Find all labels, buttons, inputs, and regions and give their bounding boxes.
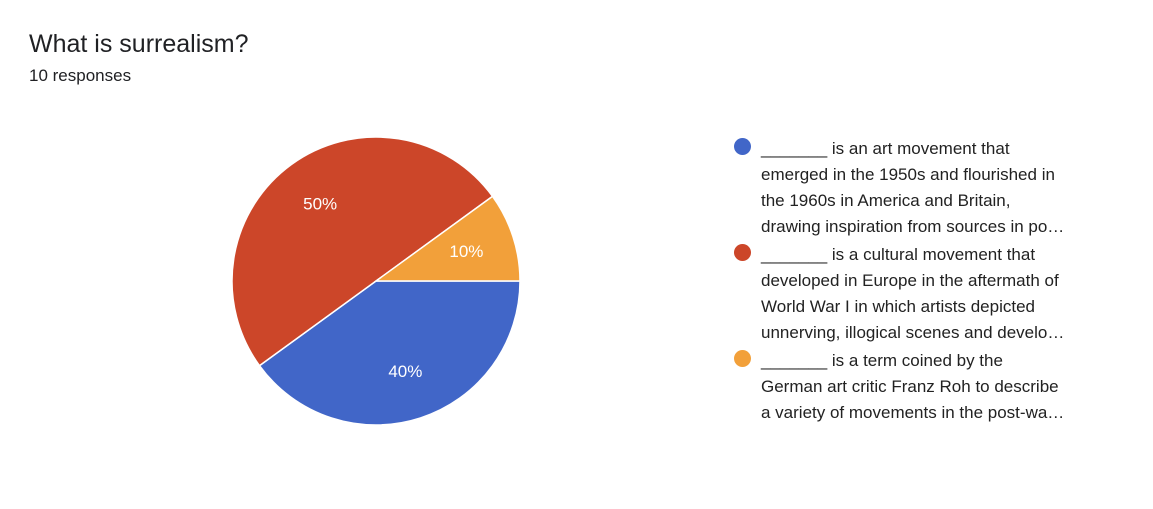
legend-swatch	[734, 138, 751, 155]
question-title: What is surrealism?	[29, 30, 249, 58]
legend-line: German art critic Franz Roh to describe	[761, 377, 1059, 396]
legend-line: a variety of movements in the post-wa…	[761, 403, 1065, 422]
pie-slices	[231, 136, 521, 426]
pie-slice[interactable]	[258, 280, 521, 426]
legend-line: developed in Europe in the aftermath of	[761, 271, 1059, 290]
legend-label: _______ is an art movement that emerged …	[761, 136, 1106, 240]
legend-swatch	[734, 244, 751, 261]
legend-line: _______ is an art movement that	[761, 139, 1010, 158]
slice-percent-label: 40%	[388, 362, 422, 381]
slice-percent-label: 10%	[449, 242, 483, 261]
chart-legend: _______ is an art movement that emerged …	[734, 136, 1134, 428]
legend-label: _______ is a cultural movement that deve…	[761, 242, 1106, 346]
legend-line: _______ is a term coined by the	[761, 351, 1003, 370]
legend-line: unnerving, illogical scenes and develo…	[761, 323, 1065, 342]
pie-slice[interactable]	[373, 195, 521, 282]
legend-swatch	[734, 350, 751, 367]
legend-line: the 1960s in America and Britain,	[761, 191, 1011, 210]
legend-line: World War I in which artists depicted	[761, 297, 1035, 316]
legend-item[interactable]: _______ is a term coined by the German a…	[734, 348, 1134, 426]
legend-line: drawing inspiration from sources in po…	[761, 217, 1065, 236]
legend-line: emerged in the 1950s and flourished in	[761, 165, 1055, 184]
legend-item[interactable]: _______ is a cultural movement that deve…	[734, 242, 1134, 346]
slice-percent-label: 50%	[303, 195, 337, 214]
response-count: 10 responses	[29, 66, 132, 85]
legend-line: _______ is a cultural movement that	[761, 245, 1036, 264]
legend-item[interactable]: _______ is an art movement that emerged …	[734, 136, 1134, 240]
pie-labels: 40% 50% 10%	[303, 195, 483, 381]
legend-label: _______ is a term coined by the German a…	[761, 348, 1106, 426]
pie-slice[interactable]	[231, 136, 494, 367]
